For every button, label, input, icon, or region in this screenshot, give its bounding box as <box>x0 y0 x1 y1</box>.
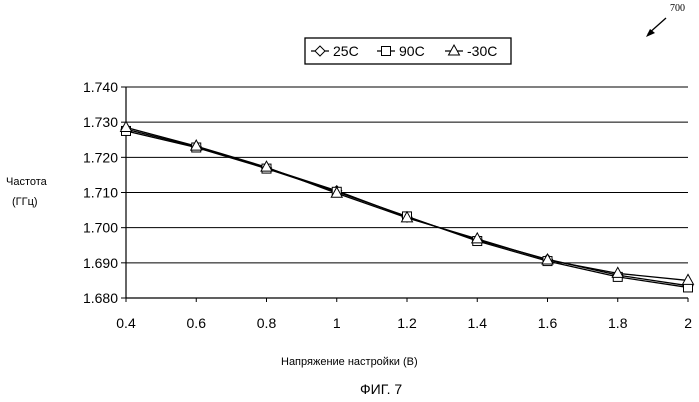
y-tick-label: 1.730 <box>83 114 118 130</box>
x-tick-label: 0.6 <box>187 315 207 331</box>
figure-caption: ФИГ. 7 <box>360 381 402 397</box>
marker-square <box>382 47 391 56</box>
gridlines <box>126 87 688 298</box>
y-axis-label-line-2: (ГГц) <box>12 195 47 209</box>
axes <box>121 87 688 302</box>
y-axis-label-line-1: Частота <box>6 175 47 189</box>
x-tick-label: 1.8 <box>608 315 628 331</box>
series-line-25C <box>126 129 688 285</box>
tick-labels: 1.740 1.730 1.720 1.710 1.700 1.690 1.680 0.4 0.… <box>83 79 692 331</box>
legend: 25C 90C -30C <box>305 38 511 64</box>
series-lines <box>126 127 688 287</box>
x-tick-label: 1.4 <box>468 315 488 331</box>
x-tick-label: 2 <box>684 315 692 331</box>
legend-label: 25C <box>333 43 359 59</box>
x-tick-label: 1.2 <box>397 315 417 331</box>
x-tick-label: 0.8 <box>257 315 277 331</box>
series-line-90C <box>126 131 688 287</box>
series-line-minus30C <box>126 127 688 280</box>
figure-ref-number: 700 <box>670 3 685 14</box>
x-tick-label: 1.6 <box>538 315 558 331</box>
y-axis-label: Частота (ГГц) <box>6 175 47 209</box>
x-tick-label: 1 <box>333 315 341 331</box>
y-tick-label: 1.680 <box>83 290 118 306</box>
y-tick-label: 1.740 <box>83 79 118 95</box>
x-tick-label: 0.4 <box>116 315 136 331</box>
figure-ref-arrow <box>646 18 666 37</box>
x-axis-label: Напряжение настройки (В) <box>281 356 418 368</box>
series-markers <box>121 121 694 292</box>
y-tick-label: 1.700 <box>83 220 118 236</box>
legend-label: -30C <box>467 43 497 59</box>
legend-label: 90C <box>399 43 425 59</box>
y-tick-label: 1.690 <box>83 255 118 271</box>
ref-arrow-head <box>646 29 655 37</box>
y-tick-label: 1.710 <box>83 185 118 201</box>
y-tick-label: 1.720 <box>83 149 118 165</box>
